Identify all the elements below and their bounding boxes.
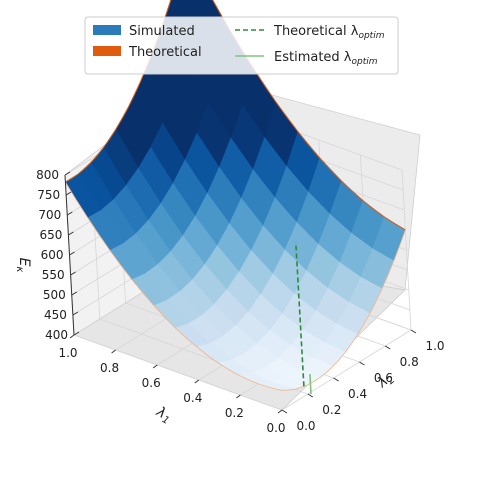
z-tick-label: 600 — [41, 248, 64, 262]
estimated-optim-line — [309, 374, 312, 395]
x-tick-0.6 — [152, 364, 158, 369]
z-tick-label: 800 — [36, 168, 59, 182]
z-tick-500 — [71, 291, 78, 296]
y-tick-0.0 — [281, 409, 288, 414]
theoretical-edge-l2-0 — [65, 181, 281, 391]
x-tick-label: 0.0 — [266, 421, 285, 435]
z-tick-label: 450 — [44, 308, 67, 322]
y-tick-0.6 — [359, 361, 365, 366]
z-tick-400 — [73, 331, 80, 336]
z-tick-700 — [67, 211, 73, 216]
z-ticks: 400 450 500 550 600 650 700 750 800 — [36, 168, 80, 342]
y-tick-label: 0.6 — [374, 371, 393, 385]
x-tick-label: 0.2 — [225, 406, 244, 420]
y-ticks: 0.0 0.2 0.4 0.6 0.8 1.0 — [281, 329, 445, 433]
x-tick-0.0 — [277, 409, 283, 414]
x-ticks: 1.0 0.8 0.6 0.4 0.2 0.0 — [58, 334, 286, 435]
y-tick-label: 1.0 — [425, 339, 444, 353]
z-axis-label: Eκ — [14, 258, 32, 273]
y-tick-label: 0.4 — [348, 387, 367, 401]
legend: Simulated Theoretical Theoretical λoptim… — [84, 16, 399, 75]
legend-label-theoretical-optim: Theoretical λoptim — [273, 24, 385, 41]
z-tick-label: 700 — [38, 208, 61, 222]
z-tick-label: 400 — [45, 328, 68, 342]
x-tick-label: 0.4 — [183, 391, 202, 405]
theoretical-edge-l1-0 — [280, 229, 406, 391]
legend-label-simulated: Simulated — [129, 24, 195, 39]
x-axis-label: λ1 — [152, 403, 175, 426]
z-tick-650 — [68, 231, 74, 236]
legend-box — [84, 16, 399, 75]
x-tick-label: 1.0 — [58, 346, 77, 360]
x-tick-label: 0.6 — [142, 376, 161, 390]
x-tick-0.4 — [194, 379, 200, 384]
z-tick-600 — [69, 251, 75, 256]
z-tick-label: 550 — [42, 268, 65, 282]
y-tick-1.0 — [410, 329, 417, 334]
z-tick-750 — [65, 191, 72, 196]
legend-label-theoretical: Theoretical — [128, 45, 202, 60]
y-tick-0.2 — [307, 393, 314, 398]
x-tick-label: 0.8 — [100, 361, 119, 375]
optim-lines — [295, 242, 312, 395]
x-tick-1.0 — [69, 334, 75, 339]
z-tick-label: 650 — [39, 228, 62, 242]
y-tick-label: 0.2 — [322, 403, 341, 417]
z-tick-450 — [72, 311, 79, 316]
x-tick-0.8 — [111, 349, 116, 354]
theoretical-optim-line — [295, 242, 305, 387]
y-tick-label: 0.8 — [400, 355, 419, 369]
theoretical-edge-l1-1 — [65, 0, 172, 183]
y-tick-0.4 — [333, 377, 339, 382]
legend-swatch-simulated — [93, 25, 121, 35]
z-tick-label: 500 — [43, 288, 66, 302]
x-tick-0.2 — [236, 394, 241, 399]
legend-swatch-theoretical — [93, 46, 121, 56]
z-tick-label: 750 — [37, 188, 60, 202]
z-tick-550 — [70, 271, 76, 276]
y-tick-label: 0.0 — [296, 419, 315, 433]
z-tick-800 — [64, 171, 71, 176]
y-tick-0.8 — [384, 345, 391, 350]
legend-label-estimated-optim: Estimated λoptim — [274, 50, 378, 67]
